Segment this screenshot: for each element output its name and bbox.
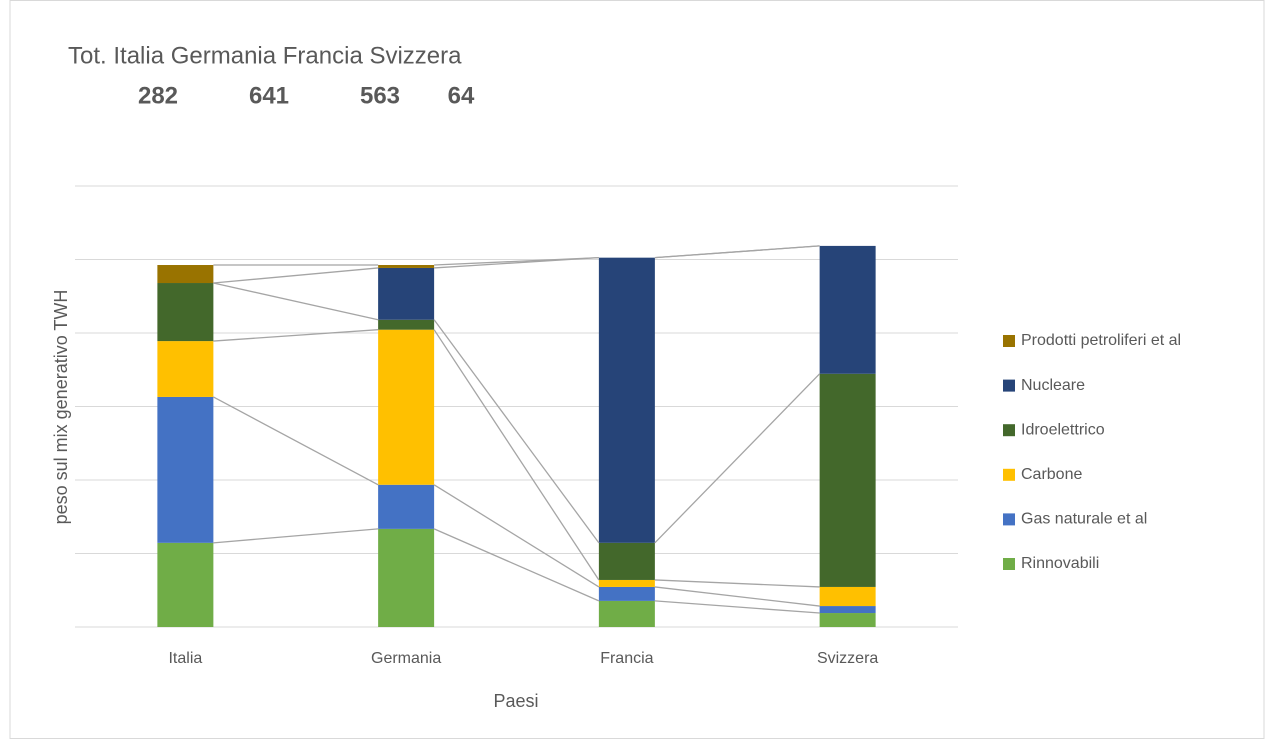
legend-swatch (1003, 379, 1015, 392)
series-line (213, 282, 379, 321)
bar-segment (157, 396, 214, 543)
series-line (433, 484, 600, 588)
bar-segment (819, 586, 876, 607)
bar-segment (819, 613, 876, 627)
series-line (654, 579, 820, 588)
total-value: 641 (249, 82, 289, 109)
legend-label: Idroelettrico (1021, 421, 1105, 438)
bar-segment (378, 329, 435, 485)
legend-swatch (1003, 424, 1015, 437)
series-line (213, 396, 379, 486)
total-value: 563 (360, 82, 400, 109)
series-line (433, 329, 600, 581)
series-line (433, 528, 600, 602)
totals-label: Tot. Italia Germania Francia Svizzera (68, 42, 462, 69)
bar-segment (378, 484, 435, 529)
legend-swatch (1003, 335, 1015, 347)
total-value: 64 (448, 82, 475, 109)
x-tick-label: Germania (371, 650, 441, 667)
bar-segment (157, 283, 214, 342)
series-line (213, 267, 379, 284)
legend-label: Prodotti petroliferi et al (1021, 332, 1181, 349)
series-line (654, 600, 820, 614)
legend-label: Carbone (1021, 466, 1082, 483)
y-axis-label: peso sul mix generativo TWH (51, 290, 71, 525)
bar-segment (819, 245, 876, 374)
series-line (654, 245, 820, 259)
bar-segment (598, 257, 655, 543)
legend-label: Rinnovabili (1021, 555, 1099, 572)
bar-segment (378, 267, 435, 320)
x-axis-label: Paesi (493, 691, 538, 711)
legend-label: Gas naturale et al (1021, 511, 1147, 528)
bar-segment (378, 265, 435, 268)
legend-swatch (1003, 558, 1015, 570)
x-tick-label: Francia (600, 650, 653, 667)
total-value: 282 (138, 82, 178, 109)
bar-segment (598, 542, 655, 580)
bar-segment (819, 606, 876, 614)
x-tick-label: Italia (168, 650, 202, 667)
legend-swatch (1003, 513, 1015, 526)
bar-segment (378, 319, 435, 330)
bar-segment (598, 600, 655, 627)
bar-segment (819, 373, 876, 587)
bar-segment (157, 341, 214, 397)
series-line (654, 586, 820, 607)
bar-segment (157, 542, 214, 627)
series-line (213, 528, 379, 544)
bar-segment (378, 528, 435, 627)
legend-label: Nucleare (1021, 377, 1085, 394)
series-line (654, 373, 821, 544)
legend-swatch (1003, 468, 1015, 481)
series-line (433, 319, 600, 544)
x-tick-label: Svizzera (817, 650, 878, 667)
bar-segment (598, 579, 655, 587)
series-line (434, 257, 599, 266)
bar-segment (598, 586, 655, 601)
bar-segment (157, 265, 214, 284)
series-line (213, 329, 379, 342)
